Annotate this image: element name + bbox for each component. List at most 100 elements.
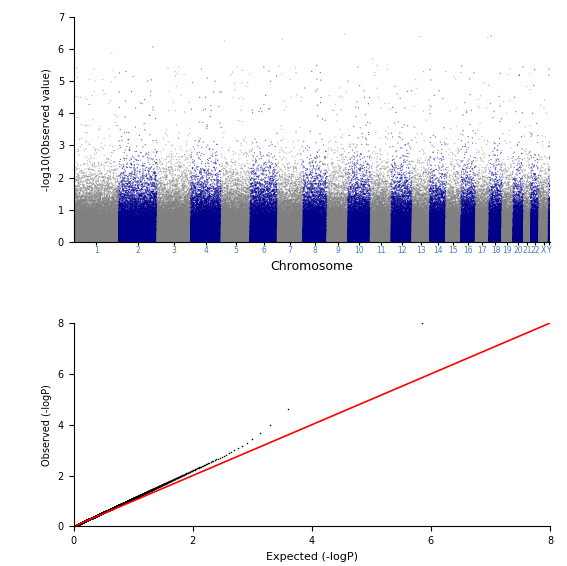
Point <box>536 229 545 238</box>
Point <box>488 215 497 224</box>
Point <box>79 237 88 246</box>
Point <box>470 218 479 228</box>
Point <box>341 226 350 235</box>
Point <box>401 236 410 245</box>
Point <box>395 211 404 220</box>
Point <box>506 234 515 243</box>
Point <box>391 229 400 238</box>
Point <box>191 233 200 242</box>
Point <box>498 232 507 241</box>
Point <box>519 229 528 238</box>
Point <box>384 234 393 243</box>
Point <box>145 230 154 239</box>
Point <box>463 205 472 215</box>
Point <box>484 230 493 239</box>
Point <box>148 234 157 243</box>
Point <box>502 221 511 230</box>
Point <box>202 233 211 242</box>
Point <box>411 206 420 215</box>
Point <box>445 233 454 242</box>
Point <box>209 230 218 239</box>
Point <box>363 221 372 230</box>
Point <box>161 204 170 213</box>
Point <box>113 229 122 238</box>
Point <box>443 228 452 237</box>
Point <box>107 237 116 246</box>
Point <box>108 237 117 246</box>
Point <box>194 213 204 222</box>
Point <box>428 225 437 234</box>
Point <box>416 221 425 230</box>
Point <box>303 212 312 221</box>
Point <box>253 233 262 242</box>
Point <box>474 229 483 238</box>
Point <box>310 174 319 183</box>
Point <box>447 204 456 213</box>
Point <box>310 223 319 232</box>
Point <box>515 237 524 246</box>
Point <box>393 231 403 240</box>
Point <box>447 234 456 243</box>
Point <box>191 232 200 241</box>
Point <box>509 230 518 239</box>
Point <box>143 231 152 241</box>
Point <box>500 237 509 246</box>
Point <box>471 233 480 242</box>
Point <box>509 230 518 239</box>
Point <box>295 188 304 198</box>
Point <box>112 230 121 239</box>
Point <box>323 237 332 246</box>
Point <box>442 226 451 235</box>
Point <box>363 227 373 236</box>
Point <box>323 234 332 243</box>
Point <box>199 226 208 235</box>
Point <box>253 218 263 228</box>
Point <box>87 183 96 192</box>
Point <box>83 233 92 242</box>
Point <box>359 235 368 244</box>
Point <box>531 229 540 238</box>
Point <box>357 230 366 239</box>
Point <box>400 235 409 244</box>
Point <box>391 221 400 230</box>
Point <box>466 224 475 233</box>
Point <box>125 223 134 232</box>
Point <box>143 233 152 242</box>
Point <box>308 232 317 241</box>
Point <box>92 511 101 520</box>
Point <box>220 229 229 238</box>
Point <box>397 208 406 217</box>
Point <box>86 213 95 222</box>
Point <box>294 234 303 243</box>
Point <box>346 235 355 245</box>
Point <box>231 234 240 243</box>
Point <box>403 234 412 243</box>
Point <box>425 234 434 243</box>
Point <box>192 233 201 242</box>
Point <box>116 211 125 220</box>
Point <box>246 235 255 245</box>
Point <box>342 226 352 235</box>
Point <box>101 209 110 218</box>
Point <box>376 197 386 206</box>
Point <box>194 234 204 243</box>
Point <box>161 216 170 225</box>
Point <box>508 233 517 242</box>
Point <box>160 234 169 243</box>
Point <box>478 225 487 234</box>
Point <box>408 230 417 239</box>
Point <box>86 514 95 523</box>
Point <box>403 234 412 243</box>
Point <box>92 235 101 244</box>
Point <box>399 237 408 246</box>
Point <box>431 233 440 242</box>
Point <box>364 225 373 234</box>
Point <box>424 236 433 245</box>
Point <box>220 224 229 233</box>
Point <box>322 236 331 245</box>
Point <box>153 221 162 230</box>
Point <box>506 223 515 232</box>
Point <box>163 229 172 238</box>
Point <box>229 236 238 245</box>
Point <box>102 203 111 212</box>
